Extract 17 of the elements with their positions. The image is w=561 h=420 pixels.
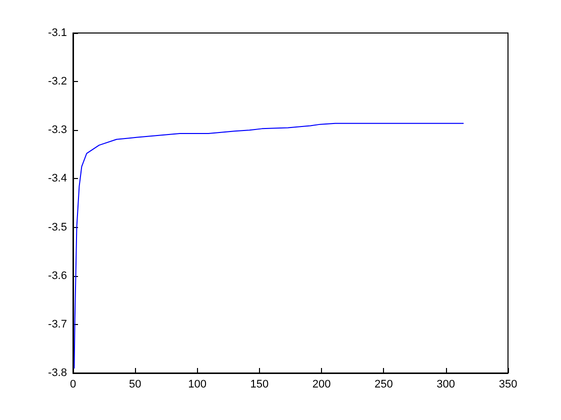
y-tick-label: -3.6: [48, 270, 67, 282]
x-tick-label: 0: [70, 378, 76, 390]
y-tick-label: -3.7: [48, 318, 67, 330]
x-tick-label: 350: [498, 378, 518, 390]
y-tick-label: -3.8: [48, 367, 67, 379]
x-tick-label: 150: [250, 378, 269, 390]
x-tick-label: 200: [312, 378, 331, 390]
y-tick-label: -3.5: [48, 221, 67, 234]
x-tick-label: 300: [436, 378, 456, 390]
y-tick-label: -3.3: [48, 124, 67, 136]
x-tick-label: 100: [188, 378, 206, 390]
y-tick-label: -3.4: [48, 172, 67, 185]
y-tick-label: -3.2: [48, 76, 67, 88]
y-tick-label: -3.1: [48, 27, 67, 39]
x-tick-label: 50: [129, 378, 142, 390]
line-series: [74, 122, 464, 369]
x-tick-label: 250: [374, 378, 393, 390]
